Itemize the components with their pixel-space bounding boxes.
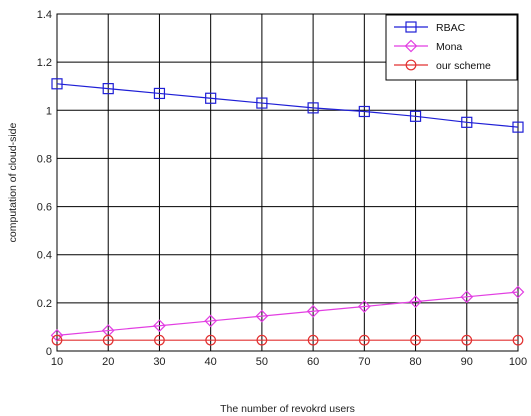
data-point xyxy=(307,102,319,114)
legend-label: RBAC xyxy=(436,22,466,34)
x-axis-label: The number of revokrd users xyxy=(220,403,355,415)
x-tick-label: 20 xyxy=(102,356,114,368)
y-tick-label: 0.8 xyxy=(37,153,52,165)
y-tick-label: 0.6 xyxy=(37,202,52,214)
x-tick-label: 100 xyxy=(509,356,527,368)
data-point xyxy=(153,87,166,100)
data-point xyxy=(256,334,268,346)
data-point xyxy=(357,300,371,313)
x-tick-label: 80 xyxy=(409,356,421,368)
data-point xyxy=(410,334,421,346)
series-mona xyxy=(50,285,525,342)
y-tick-label: 0.4 xyxy=(37,250,52,262)
x-tick-label: 90 xyxy=(461,356,473,368)
data-point xyxy=(205,334,217,346)
y-tick-label: 1.4 xyxy=(37,9,52,21)
data-point xyxy=(358,334,370,346)
data-point xyxy=(153,319,166,333)
series-group xyxy=(50,78,525,346)
y-tick-label: 0.2 xyxy=(37,298,52,310)
legend-item: Mona xyxy=(394,39,462,53)
legend-item: RBAC xyxy=(394,21,466,34)
data-point xyxy=(460,290,474,304)
series-line xyxy=(56,83,519,128)
data-point xyxy=(102,334,114,346)
data-point xyxy=(461,116,473,128)
series-our-scheme xyxy=(51,334,524,346)
data-point xyxy=(205,92,217,104)
data-point xyxy=(511,285,525,299)
legend-marker xyxy=(405,21,417,33)
y-tick-label: 1.2 xyxy=(37,57,52,69)
x-tick-label: 70 xyxy=(358,356,370,368)
legend-label: our scheme xyxy=(436,60,491,72)
data-point xyxy=(204,314,218,328)
data-point xyxy=(512,334,524,346)
x-tick-label: 40 xyxy=(205,356,217,368)
data-point xyxy=(256,97,268,109)
data-point xyxy=(102,83,114,95)
x-tick-label: 30 xyxy=(153,356,165,368)
data-point xyxy=(461,334,473,346)
x-tick-label: 50 xyxy=(256,356,268,368)
legend-item: our scheme xyxy=(394,59,491,72)
plot-frame xyxy=(56,13,519,352)
series-line xyxy=(56,291,519,336)
series-rbac xyxy=(51,78,524,133)
data-point xyxy=(358,105,370,118)
data-point xyxy=(51,334,63,346)
legend-label: Mona xyxy=(436,41,462,53)
legend-marker xyxy=(405,59,417,71)
data-point xyxy=(154,334,165,346)
legend: RBAC Mona our scheme xyxy=(385,14,518,81)
x-tick-label: 10 xyxy=(51,356,63,368)
data-point xyxy=(409,295,422,309)
data-point xyxy=(50,329,64,342)
y-tick-label: 0 xyxy=(46,346,52,358)
legend-marker xyxy=(404,39,418,53)
axis-ticks: 10 20 30 40 50 60 70 80 90 100 0 0.2 0.4 0.6 0.8 1 1.2 1.… xyxy=(37,9,527,368)
y-axis-label: computation of cloud-side xyxy=(7,123,19,243)
data-point xyxy=(51,78,63,90)
data-point xyxy=(307,334,319,346)
data-point xyxy=(512,121,524,133)
x-tick-label: 60 xyxy=(307,356,319,368)
data-point xyxy=(101,324,115,337)
y-tick-label: 1 xyxy=(46,105,52,117)
data-point xyxy=(306,304,320,318)
data-point xyxy=(409,110,422,122)
data-point xyxy=(255,309,269,323)
